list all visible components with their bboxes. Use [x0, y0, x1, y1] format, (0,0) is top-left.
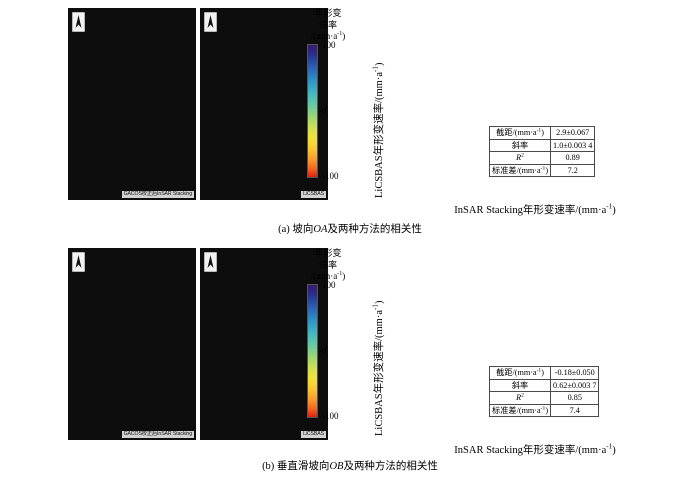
- map-label-a2: LiCSBAS: [301, 190, 326, 198]
- table-row: 斜率 0.62±0.003 7: [488, 378, 600, 392]
- stats-value: 7.4: [550, 403, 600, 417]
- map-insar-stacking-a: GACOS校正后InSAR Stacking: [68, 8, 196, 200]
- colorbar-title-line2: 速率: [318, 259, 337, 270]
- stats-table-b: 截距/(mm·a-1) -0.18±0.050 斜率 0.62±0.003 7 …: [488, 366, 600, 417]
- stats-key: 标准差/(mm·a-1): [488, 163, 552, 177]
- scatter-plot-b: LiCSBAS年形变速率/(mm·a-1) InSAR Stacking年形变速…: [365, 246, 695, 456]
- colorbar-title-a: 年形变 速率 /(mm·a-1): [297, 8, 359, 43]
- stats-value: 2.9±0.067: [550, 126, 596, 140]
- colorbar-gradient-a: [307, 43, 318, 178]
- colorbar-b: 年形变 速率 /(mm·a-1) 100 0 -100: [297, 248, 359, 420]
- caption-a: (a) 坡向OA及两种方法的相关性: [278, 224, 422, 235]
- map-label-b2: LiCSBAS: [301, 430, 326, 438]
- stats-key: 斜率: [488, 138, 552, 152]
- map-raster-a2: [200, 8, 328, 200]
- north-arrow-icon: [204, 12, 217, 32]
- x-axis-label-a: InSAR Stacking年形变速率/(mm·a-1): [454, 202, 616, 216]
- table-row: R2 0.89: [488, 151, 596, 165]
- colorbar-title-line3: /(mm·a-1): [310, 31, 346, 41]
- map-licsbas-a: LiCSBAS: [200, 8, 328, 200]
- north-arrow-icon: [72, 12, 85, 32]
- table-row: 标准差/(mm·a-1) 7.4: [488, 403, 600, 417]
- stats-value: 1.0±0.003 4: [550, 138, 596, 152]
- colorbar-title-b: 年形变 速率 /(mm·a-1): [297, 248, 359, 283]
- panel-b: GACOS校正后InSAR Stacking LiCSBAS 年形变 速率 /(…: [0, 240, 700, 481]
- table-row: R2 0.85: [488, 391, 600, 405]
- stats-value: 7.2: [550, 163, 596, 177]
- map-raster-b2: [200, 248, 328, 440]
- colorbar-title-line1: 年形变: [314, 8, 342, 18]
- colorbar-title-line1: 年形变: [314, 248, 342, 258]
- table-row: 斜率 1.0±0.003 4: [488, 138, 596, 152]
- map-raster-b1: [68, 248, 196, 440]
- scatter-plot-a: LiCSBAS年形变速率/(mm·a-1) InSAR Stacking年形变速…: [365, 6, 695, 216]
- stats-value: 0.89: [550, 151, 596, 165]
- stats-key: R2: [488, 391, 552, 405]
- colorbar-min-label-b: -100: [318, 410, 339, 421]
- stats-value: 0.62±0.003 7: [550, 378, 600, 392]
- colorbar-title-line3: /(mm·a-1): [310, 271, 346, 281]
- caption-b: (b) 垂直滑坡向OB及两种方法的相关性: [262, 461, 438, 472]
- map-licsbas-b: LiCSBAS: [200, 248, 328, 440]
- colorbar-a: 年形变 速率 /(mm·a-1) 100 0 -100: [297, 8, 359, 180]
- table-row: 截距/(mm·a-1) -0.18±0.050: [488, 366, 600, 380]
- colorbar-gradient-b: [307, 283, 318, 418]
- panel-a: GACOS校正后InSAR Stacking LiCSBAS 年形变 速率 /(…: [0, 0, 700, 240]
- map-label-b1: GACOS校正后InSAR Stacking: [121, 430, 194, 438]
- colorbar-max-label-a: 100: [318, 39, 336, 50]
- stats-table-a: 截距/(mm·a-1) 2.9±0.067 斜率 1.0±0.003 4 R2 …: [488, 126, 596, 177]
- colorbar-mid-label-b: 0: [318, 345, 327, 356]
- table-row: 标准差/(mm·a-1) 7.2: [488, 163, 596, 177]
- colorbar-title-line2: 速率: [318, 19, 337, 30]
- stats-key: 斜率: [488, 378, 552, 392]
- stats-key: 标准差/(mm·a-1): [488, 403, 552, 417]
- colorbar-max-label-b: 100: [318, 279, 336, 290]
- north-arrow-icon: [72, 252, 85, 272]
- stats-value: 0.85: [550, 391, 600, 405]
- map-label-a1: GACOS校正后InSAR Stacking: [121, 190, 194, 198]
- map-raster-a1: [68, 8, 196, 200]
- scatter-canvas-a: [365, 6, 695, 216]
- x-axis-label-b: InSAR Stacking年形变速率/(mm·a-1): [454, 442, 616, 456]
- table-row: 截距/(mm·a-1) 2.9±0.067: [488, 126, 596, 140]
- map-insar-stacking-b: GACOS校正后InSAR Stacking: [68, 248, 196, 440]
- stats-value: -0.18±0.050: [550, 366, 600, 380]
- colorbar-min-label-a: -100: [318, 170, 339, 181]
- stats-key: 截距/(mm·a-1): [488, 366, 552, 380]
- colorbar-mid-label-a: 0: [318, 105, 327, 116]
- stats-key: R2: [488, 151, 552, 165]
- stats-key: 截距/(mm·a-1): [488, 126, 552, 140]
- north-arrow-icon: [204, 252, 217, 272]
- scatter-canvas-b: [365, 246, 695, 456]
